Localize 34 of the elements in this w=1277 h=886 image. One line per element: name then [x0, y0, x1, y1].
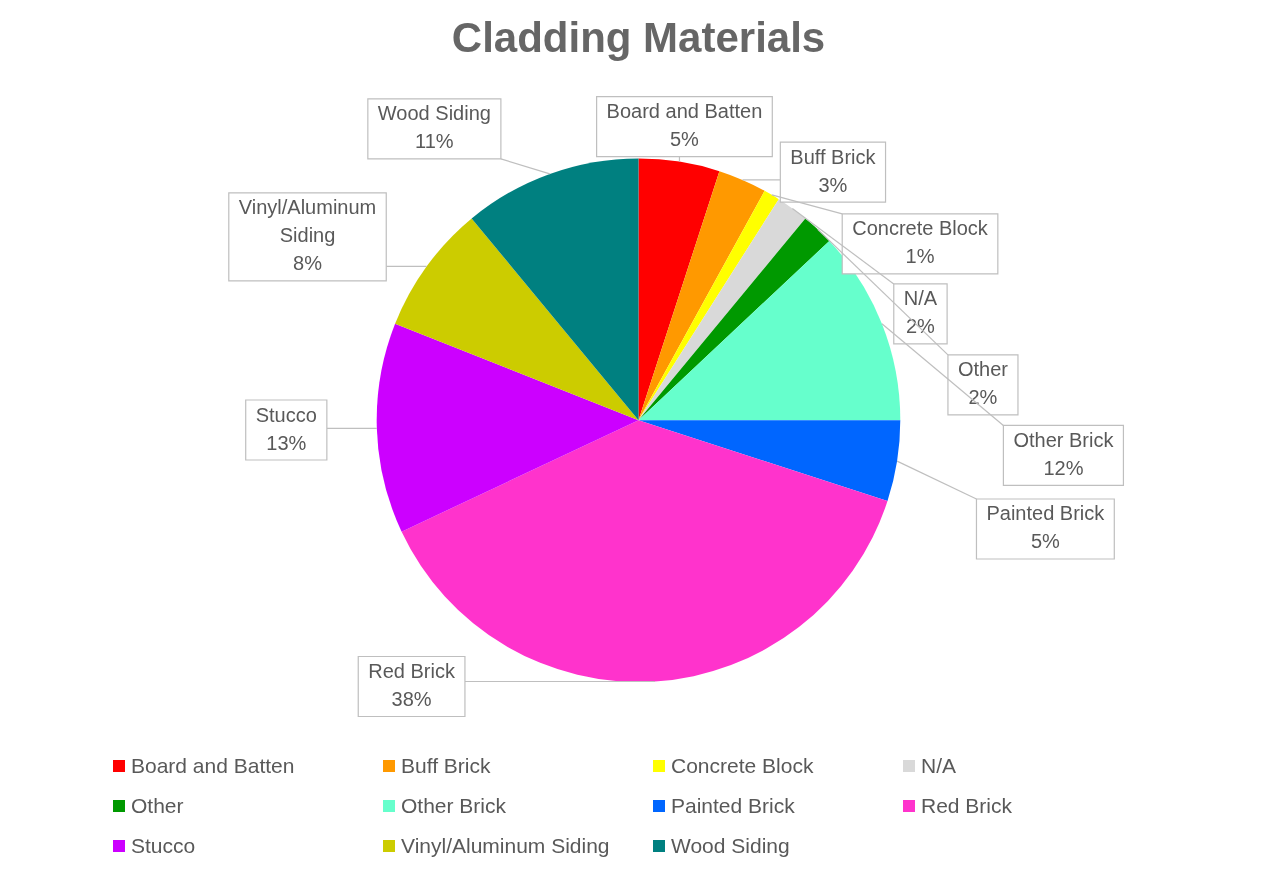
legend-label: Board and Batten — [131, 754, 295, 778]
slice-label: Other Brick — [1013, 428, 1115, 451]
data-label: 13% — [266, 431, 307, 454]
data-label: 2% — [968, 386, 998, 409]
legend-label: Concrete Block — [671, 754, 814, 778]
data-label: 5% — [1030, 530, 1061, 553]
legend-label: Red Brick — [921, 794, 1013, 818]
legend-label: Wood Siding — [671, 834, 790, 858]
legend-label: N/A — [921, 754, 957, 778]
legend-label: Buff Brick — [401, 754, 491, 778]
data-label: 8% — [293, 252, 323, 275]
legend-label: Painted Brick — [671, 794, 795, 818]
legend-label: Other — [131, 794, 184, 818]
slice-label: Other — [957, 358, 1009, 381]
slice-label: Wood Siding — [377, 102, 491, 125]
slice-label: Vinyl/Aluminum Siding — [238, 196, 377, 247]
slice-label: Stucco — [255, 403, 317, 426]
slice-label: Concrete Block — [852, 217, 989, 240]
slice-label: Buff Brick — [790, 145, 877, 168]
data-label: 2% — [905, 315, 936, 338]
slice-label: Red Brick — [368, 660, 456, 682]
slice-label: Painted Brick — [986, 502, 1106, 525]
slice-label: Board and Batten — [606, 100, 763, 123]
legend-label: Stucco — [131, 834, 196, 858]
data-label: 1% — [905, 245, 935, 268]
legend-label: Other Brick — [401, 794, 507, 818]
legend-label: Vinyl/Aluminum Siding — [401, 834, 610, 858]
data-label: 38% — [391, 688, 432, 710]
data-label: 11% — [415, 130, 454, 153]
data-label: 5% — [670, 128, 700, 151]
data-label: 12% — [1043, 456, 1084, 479]
data-label: 3% — [818, 173, 848, 196]
chart-title: Cladding Materials — [451, 13, 826, 61]
slice-label: N/A — [903, 287, 938, 310]
